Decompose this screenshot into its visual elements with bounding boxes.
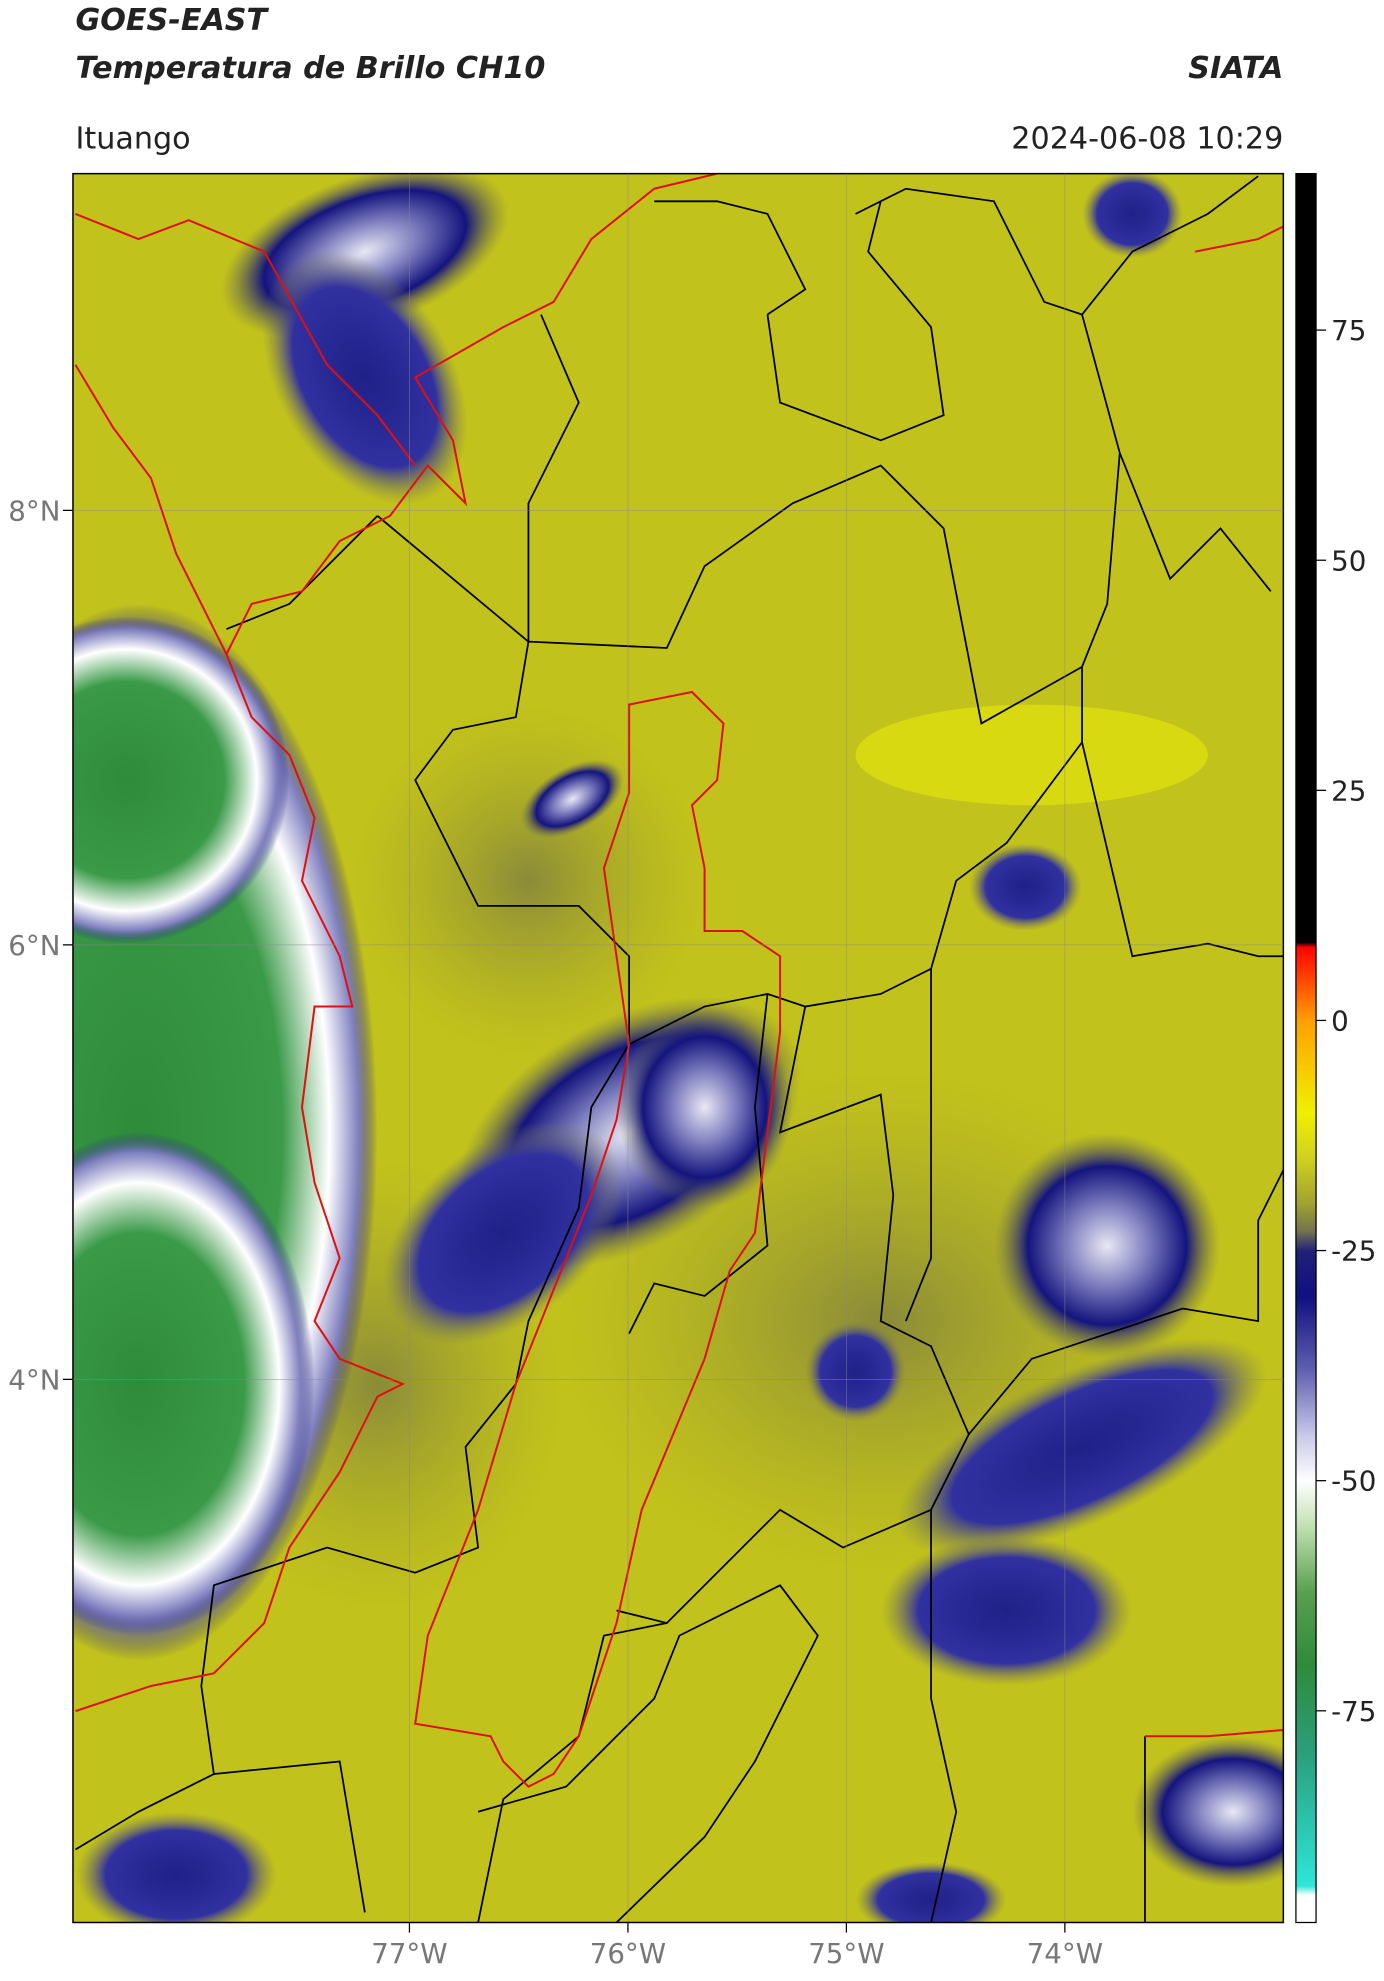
- colorbar-tick-label: -50: [1331, 1465, 1376, 1498]
- colorbar-segment: [1295, 1756, 1317, 1887]
- colorbar-segment: [1295, 1112, 1317, 1160]
- title: GOES-EAST: [75, 3, 269, 38]
- y-tick-label: 8°N: [8, 494, 60, 527]
- colorbar-tick-label: 75: [1331, 314, 1366, 347]
- x-tick-label: 75°W: [808, 1937, 884, 1970]
- x-tick-label: 77°W: [371, 1937, 447, 1970]
- location: Ituango: [75, 121, 190, 156]
- colorbar-segment: [1295, 1370, 1317, 1436]
- colorbar-segment: [1295, 1591, 1317, 1666]
- satellite-image: [72, 173, 1284, 1923]
- colorbar-segment: [1295, 1204, 1317, 1233]
- colorbar-segment: [1295, 1434, 1317, 1482]
- colorbar-segment: [1295, 1296, 1317, 1371]
- datetime: 2024-06-08 10:29: [1011, 121, 1283, 156]
- colorbar-tick-label: -25: [1331, 1235, 1376, 1268]
- colorbar-frame: [1295, 172, 1317, 1924]
- colorbar-segment: [1295, 1526, 1317, 1592]
- x-tick-label: 74°W: [1027, 1937, 1103, 1970]
- colorbar-segment: [1295, 173, 1317, 943]
- colorbar-segment: [1295, 946, 1317, 1022]
- y-tick-label: 6°N: [8, 929, 60, 962]
- source: SIATA: [1188, 51, 1283, 86]
- colorbar-tick-label: 50: [1331, 544, 1366, 577]
- colorbar-tick-label: -75: [1331, 1695, 1376, 1728]
- colorbar-segment: [1295, 1158, 1317, 1206]
- y-tick-label: 4°N: [8, 1363, 60, 1396]
- colorbar-tick-label: 0: [1331, 1005, 1349, 1038]
- colorbar-segment: [1295, 942, 1317, 948]
- colorbar-segment: [1295, 1885, 1317, 1896]
- colorbar-segment: [1295, 1480, 1317, 1528]
- colorbar-segment: [1295, 1664, 1317, 1758]
- colorbar-segment: [1295, 1250, 1317, 1298]
- colorbar: 75 50 25 0 -25 -50 -75: [1295, 172, 1376, 1924]
- colorbar-segment: [1295, 1232, 1317, 1252]
- colorbar-segment: [1295, 1894, 1317, 1924]
- axes: 77°W 76°W 75°W 74°W 8°N 6°N 4°N: [8, 173, 1284, 1970]
- colorbar-tick-label: 25: [1331, 774, 1366, 807]
- colorbar-segment: [1295, 1020, 1317, 1114]
- x-tick-label: 76°W: [590, 1937, 666, 1970]
- subtitle: Temperatura de Brillo CH10: [75, 51, 545, 86]
- map-frame: [72, 172, 1285, 1924]
